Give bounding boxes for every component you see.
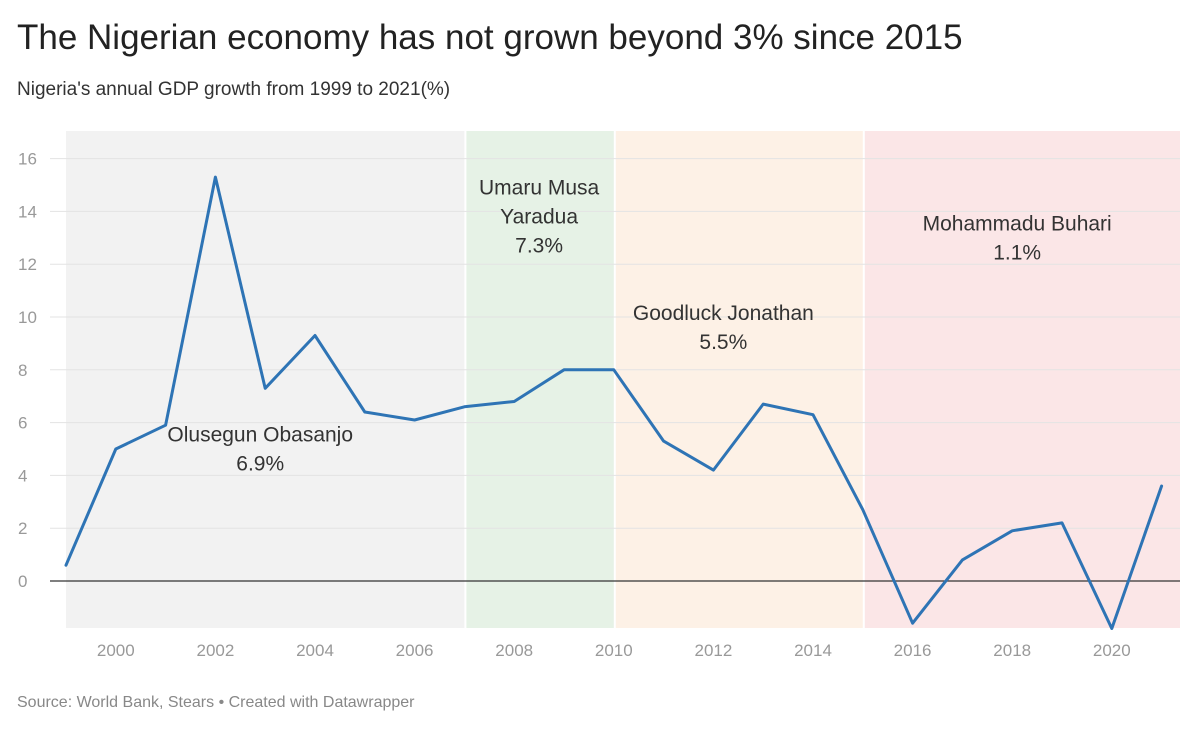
x-tick-label: 2014 — [794, 641, 832, 660]
chart-source: Source: World Bank, Stears • Created wit… — [17, 694, 415, 711]
y-tick-label: 6 — [18, 414, 27, 433]
x-tick-label: 2002 — [196, 641, 234, 660]
period-average-label: 5.5% — [699, 331, 747, 354]
x-tick-label: 2018 — [993, 641, 1031, 660]
y-axis: 0 2 4 6 8 10 12 14 16 — [18, 150, 37, 591]
period-president-label: Umaru Musa — [479, 177, 600, 200]
y-tick-label: 8 — [18, 361, 27, 380]
y-tick-label: 14 — [18, 202, 37, 221]
y-tick-label: 4 — [18, 466, 27, 485]
y-tick-label: 0 — [18, 572, 27, 591]
y-tick-label: 16 — [18, 150, 37, 169]
period-band — [466, 131, 614, 628]
period-president-label: Olusegun Obasanjo — [167, 424, 353, 447]
x-axis: 2000 2002 2004 2006 2008 2010 2012 2014 2016 2018… — [97, 641, 1131, 660]
x-tick-label: 2006 — [396, 641, 434, 660]
x-tick-label: 2020 — [1093, 641, 1131, 660]
period-president-label: Mohammadu Buhari — [923, 212, 1112, 235]
period-average-label: 1.1% — [993, 241, 1041, 264]
x-tick-label: 2004 — [296, 641, 334, 660]
x-tick-label: 2008 — [495, 641, 533, 660]
x-tick-label: 2010 — [595, 641, 633, 660]
chart-subtitle: Nigeria's annual GDP growth from 1999 to… — [17, 79, 451, 100]
period-band — [66, 131, 465, 628]
y-tick-label: 2 — [18, 519, 27, 538]
x-tick-label: 2012 — [694, 641, 732, 660]
x-tick-label: 2000 — [97, 641, 135, 660]
period-president-label: Yaradua — [500, 206, 578, 229]
y-tick-label: 10 — [18, 308, 37, 327]
x-tick-label: 2016 — [894, 641, 932, 660]
period-band — [615, 131, 863, 628]
chart-title: The Nigerian economy has not grown beyon… — [17, 18, 963, 57]
period-band — [864, 131, 1180, 628]
y-tick-label: 12 — [18, 255, 37, 274]
period-annotations: Olusegun Obasanjo 6.9% Umaru Musa Yaradua 7.… — [167, 177, 1111, 476]
series-layer — [64, 175, 1164, 630]
period-average-label: 7.3% — [515, 235, 563, 258]
period-average-label: 6.9% — [236, 453, 284, 476]
gdp-growth-line — [64, 175, 1164, 630]
period-bands — [66, 131, 1180, 628]
period-president-label: Goodluck Jonathan — [633, 302, 814, 325]
